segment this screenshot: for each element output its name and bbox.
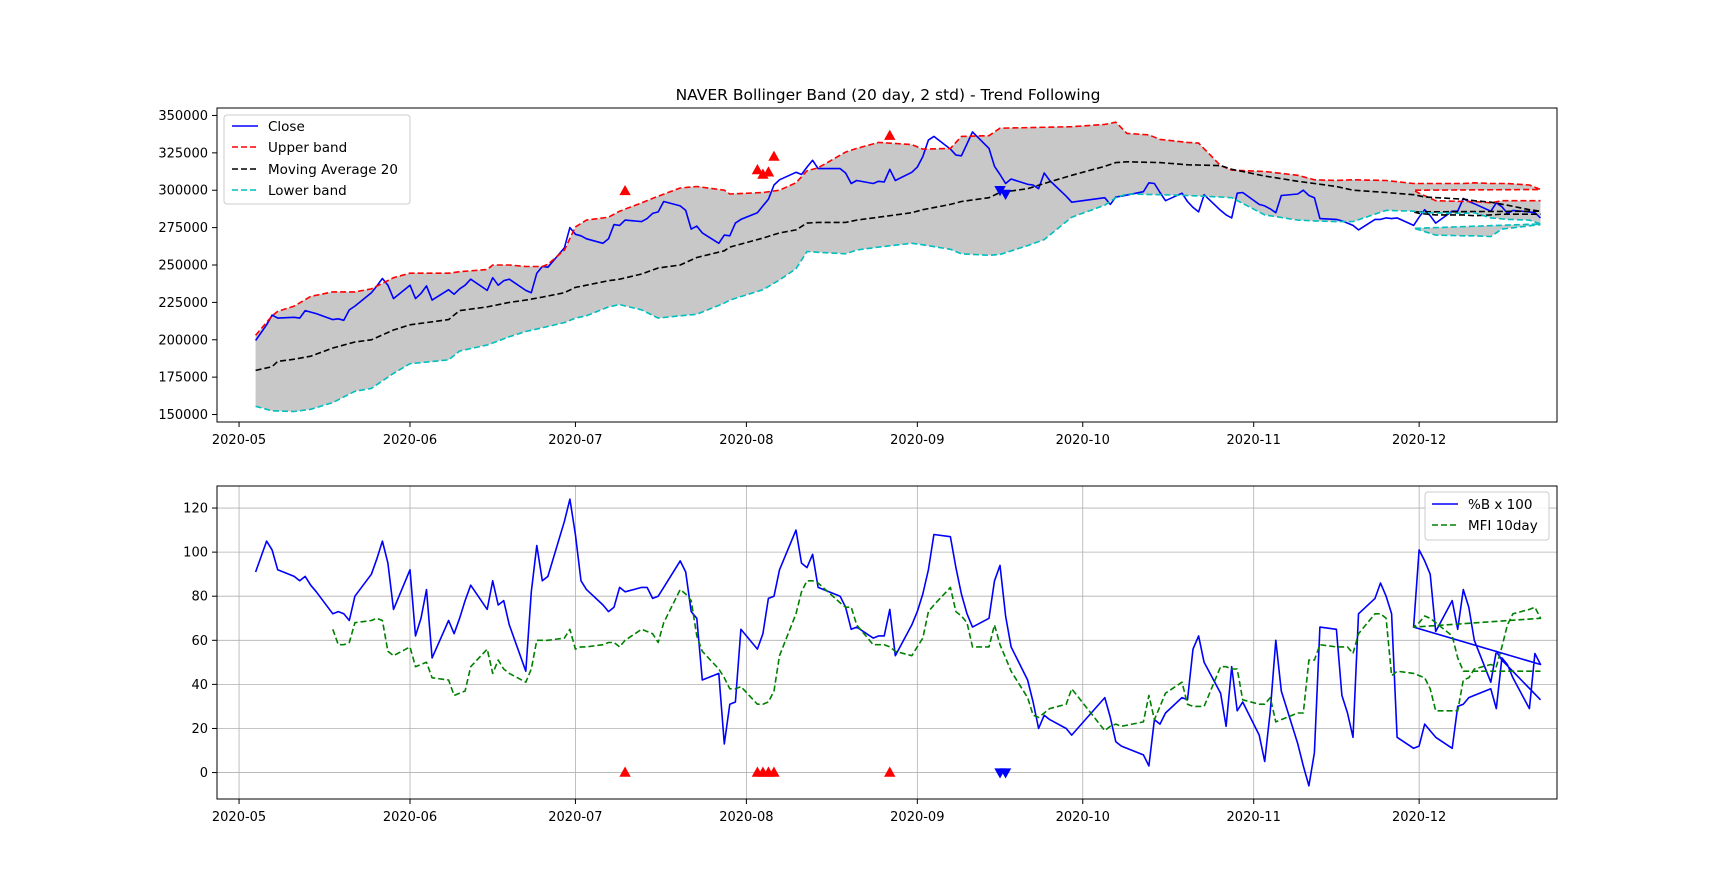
indicator-grid bbox=[217, 486, 1557, 799]
bollinger-y-tick-label: 175000 bbox=[158, 371, 208, 386]
bollinger-y-tick-label: 225000 bbox=[158, 296, 208, 311]
indicator-x-tick-label: 2020-06 bbox=[383, 810, 437, 825]
bollinger-x-tick-label: 2020-08 bbox=[719, 433, 773, 448]
indicator-x-tick-label: 2020-09 bbox=[890, 810, 944, 825]
chart-title: NAVER Bollinger Band (20 day, 2 std) - T… bbox=[676, 86, 1101, 104]
bollinger-axes: 2020-05 2020-06 2020-07 2020-08 2020-09 2020-… bbox=[158, 107, 1558, 448]
bollinger-band-fill bbox=[255, 122, 1541, 412]
buy-signal-marker bbox=[884, 766, 896, 777]
buy-signal-marker bbox=[884, 129, 896, 140]
indicator-y-tick-label: 60 bbox=[191, 634, 208, 649]
bollinger-y-axis: 150000 175000 200000 225000 250000 275000 3000… bbox=[158, 109, 217, 423]
bollinger-band-fill-layer bbox=[255, 122, 1541, 412]
indicator-x-tick-label: 2020-08 bbox=[719, 810, 773, 825]
indicator-x-tick-label: 2020-12 bbox=[1392, 810, 1446, 825]
series-line-b-x-100 bbox=[254, 498, 1542, 787]
bollinger-y-tick-label: 325000 bbox=[158, 146, 208, 161]
bollinger-legend-box bbox=[223, 114, 411, 205]
bollinger-y-tick-label: 200000 bbox=[158, 333, 208, 348]
bollinger-x-tick-label: 2020-12 bbox=[1392, 433, 1446, 448]
indicator-y-tick-label: 40 bbox=[191, 678, 208, 693]
bollinger-series-layer bbox=[254, 121, 1542, 413]
indicator-x-tick-label: 2020-11 bbox=[1227, 810, 1281, 825]
sell-signal-marker bbox=[999, 189, 1012, 200]
bollinger-x-tick-label: 2020-06 bbox=[383, 433, 437, 448]
bollinger-x-axis: 2020-05 2020-06 2020-07 2020-08 2020-09 2020-… bbox=[212, 422, 1446, 448]
series-line-lower-band bbox=[255, 193, 1542, 413]
indicator-y-axis: 0 20 40 60 80 100 120 bbox=[183, 502, 217, 781]
buy-signal-marker bbox=[768, 766, 780, 777]
legend-label-mfi: MFI 10day bbox=[1468, 518, 1538, 534]
sell-signal-marker bbox=[999, 768, 1012, 779]
bollinger-y-tick-label: 275000 bbox=[158, 221, 208, 236]
indicator-y-tick-label: 100 bbox=[183, 546, 208, 561]
legend-label-lower-band: Lower band bbox=[268, 183, 347, 199]
buy-signal-marker bbox=[768, 150, 780, 161]
indicator-y-tick-label: 20 bbox=[191, 722, 208, 737]
buy-signal-marker bbox=[762, 166, 775, 177]
bollinger-x-tick-label: 2020-05 bbox=[212, 433, 266, 448]
indicator-legend: %B x 100 MFI 10day bbox=[1424, 491, 1550, 541]
series-line-mfi-10day bbox=[332, 579, 1542, 732]
bollinger-y-tick-label: 250000 bbox=[158, 259, 208, 274]
legend-label-upper-band: Upper band bbox=[268, 140, 347, 156]
bollinger-y-tick-label: 150000 bbox=[158, 408, 208, 423]
indicator-signal-markers bbox=[619, 766, 1012, 779]
indicator-y-tick-label: 0 bbox=[200, 766, 208, 781]
legend-label-percent-b: %B x 100 bbox=[1468, 497, 1532, 513]
indicator-plot-area bbox=[217, 486, 1557, 799]
bollinger-x-tick-label: 2020-10 bbox=[1056, 433, 1110, 448]
bollinger-x-tick-label: 2020-11 bbox=[1227, 433, 1281, 448]
bollinger-y-tick-label: 300000 bbox=[158, 184, 208, 199]
legend-label-close: Close bbox=[268, 119, 305, 135]
sell-signal-marker bbox=[994, 186, 1006, 197]
indicator-series-layer bbox=[254, 498, 1542, 787]
indicator-axes: 2020-05 2020-06 2020-07 2020-08 2020-09 2020-… bbox=[183, 485, 1558, 825]
indicator-y-tick-label: 120 bbox=[183, 502, 208, 517]
series-line-moving-average-20 bbox=[255, 161, 1542, 372]
indicator-x-axis: 2020-05 2020-06 2020-07 2020-08 2020-09 2020-… bbox=[212, 799, 1446, 825]
buy-signal-marker bbox=[619, 184, 631, 196]
bollinger-signal-markers bbox=[619, 129, 1012, 200]
series-line-upper-band bbox=[254, 121, 1542, 336]
bollinger-legend: Close Upper band Moving Average 20 Lower… bbox=[223, 114, 411, 205]
indicator-axes-frame bbox=[216, 485, 1558, 800]
bollinger-x-tick-label: 2020-09 bbox=[890, 433, 944, 448]
bollinger-x-tick-label: 2020-07 bbox=[548, 433, 602, 448]
buy-signal-marker bbox=[751, 164, 764, 175]
buy-signal-marker bbox=[619, 766, 631, 777]
legend-label-moving-average: Moving Average 20 bbox=[268, 162, 398, 178]
series-line-close bbox=[254, 131, 1542, 341]
indicator-x-tick-label: 2020-10 bbox=[1056, 810, 1110, 825]
indicator-y-tick-label: 80 bbox=[191, 590, 208, 605]
bollinger-y-tick-label: 350000 bbox=[158, 109, 208, 124]
indicator-x-tick-label: 2020-05 bbox=[212, 810, 266, 825]
indicator-x-tick-label: 2020-07 bbox=[548, 810, 602, 825]
